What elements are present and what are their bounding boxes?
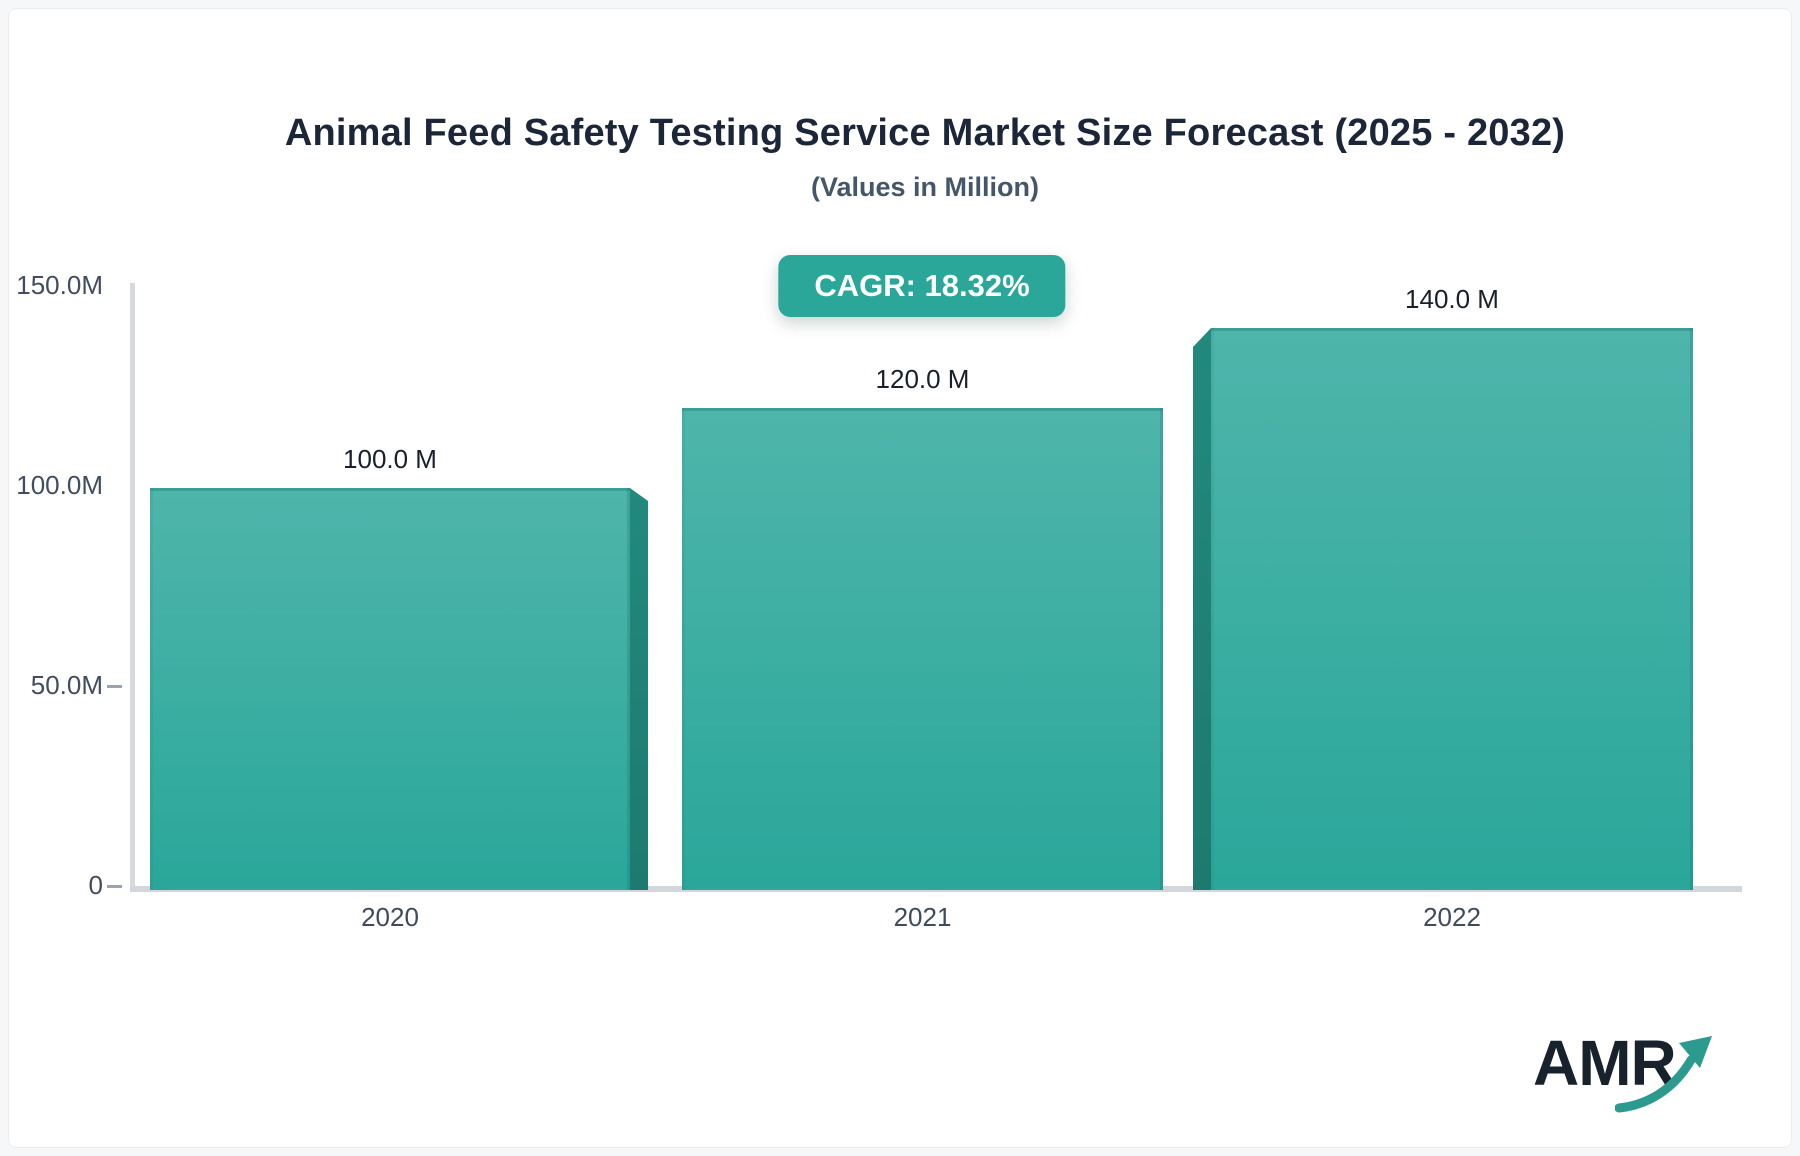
amr-logo: AMR bbox=[1533, 1026, 1723, 1116]
bar-value-label: 120.0 M bbox=[875, 364, 970, 394]
trend-up-arrow-icon bbox=[1615, 1036, 1712, 1113]
chart-title: Animal Feed Safety Testing Service Marke… bbox=[284, 112, 1566, 154]
bar-2022 bbox=[1211, 328, 1693, 890]
bar-3d-side bbox=[630, 488, 648, 890]
chart-subtitle: (Values in Million) bbox=[810, 172, 1040, 202]
logo-text: AMR bbox=[1533, 1027, 1677, 1099]
bar-2021 bbox=[682, 408, 1163, 890]
x-tick-label: 2022 bbox=[1423, 902, 1481, 932]
y-axis-line bbox=[130, 283, 135, 890]
x-tick-label: 2020 bbox=[361, 902, 419, 932]
bar-2020 bbox=[150, 488, 630, 890]
cagr-badge: CAGR: 18.32% bbox=[778, 255, 1066, 317]
y-tick-label: 0 bbox=[88, 870, 103, 900]
y-tick-mark bbox=[107, 885, 122, 888]
bar-value-label: 100.0 M bbox=[343, 444, 437, 474]
y-tick-label: 100.0M bbox=[16, 470, 103, 500]
y-tick-label: 150.0M bbox=[16, 270, 103, 300]
bar-3d-side bbox=[1193, 328, 1211, 890]
bar-value-label: 140.0 M bbox=[1405, 284, 1499, 314]
x-tick-label: 2021 bbox=[893, 902, 952, 932]
y-tick-label: 50.0M bbox=[30, 670, 103, 700]
y-tick-mark bbox=[107, 685, 122, 688]
